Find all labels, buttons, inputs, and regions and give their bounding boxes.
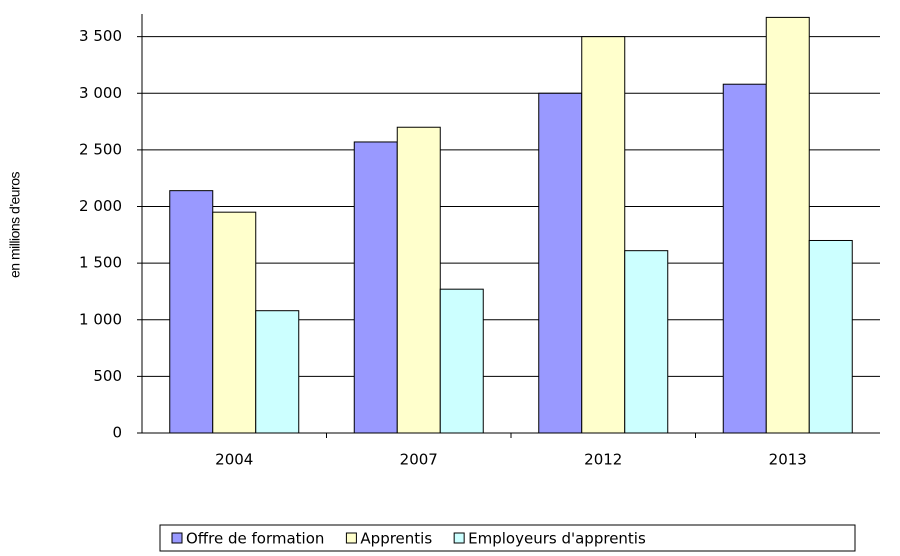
legend-swatch [453, 532, 465, 544]
legend-label: Apprentis [360, 530, 432, 548]
y-tick-label: 3 000 [79, 84, 122, 102]
y-tick-label: 1 000 [79, 310, 122, 328]
y-tick-label: 3 500 [79, 27, 122, 45]
y-tick-label: 0 [112, 424, 122, 442]
x-tick-label: 2004 [215, 451, 253, 469]
bar [396, 126, 441, 434]
legend-swatch [345, 532, 357, 544]
bar [169, 190, 214, 434]
bar [212, 211, 257, 434]
bar [538, 92, 583, 434]
x-tick-label: 2013 [769, 451, 807, 469]
bar [255, 310, 300, 434]
legend-swatch [171, 532, 183, 544]
bar [581, 36, 626, 434]
bar [439, 288, 484, 434]
y-tick-label: 2 500 [79, 140, 122, 158]
bar [624, 250, 669, 434]
legend-label: Offre de formation [186, 530, 324, 548]
y-axis-label: en millions d'euros [7, 172, 23, 279]
bar [722, 83, 767, 434]
legend-label: Employeurs d'apprentis [468, 530, 646, 548]
bar [808, 239, 853, 434]
y-tick-label: 2 000 [79, 197, 122, 215]
y-tick-label: 500 [93, 367, 122, 385]
x-tick-label: 2012 [584, 451, 622, 469]
y-tick-label: 1 500 [79, 254, 122, 272]
bar [353, 141, 398, 434]
bar [765, 16, 810, 434]
legend-box [159, 524, 856, 552]
x-tick-label: 2007 [400, 451, 438, 469]
